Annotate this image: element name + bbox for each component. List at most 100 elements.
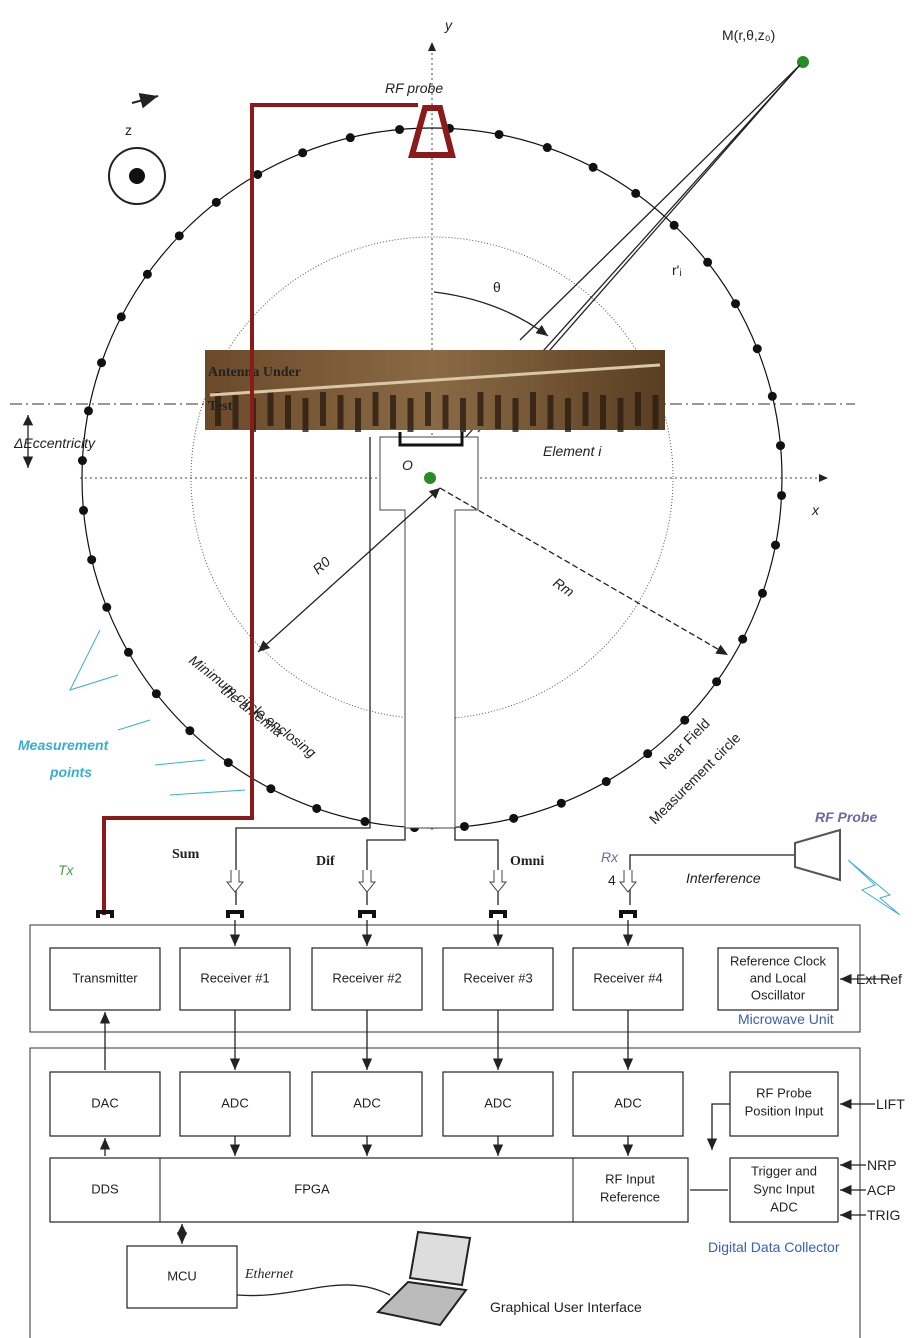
measurement-point [752,344,762,354]
distance-label: r'ᵢ [672,262,682,278]
connector [489,910,507,918]
rf-block [572,947,684,1011]
antenna-element [652,395,659,429]
interference-signal [847,859,901,916]
converter-label: ADC [614,1095,641,1110]
origin-point [424,472,436,484]
rf-probe [408,105,456,158]
measurement-point [211,197,221,207]
measurement-point [77,456,87,466]
digital-blocks: DAC ADC ADC ADC ADC [49,870,684,1156]
measurement-point [174,231,184,241]
y-label: y [444,17,453,33]
ext-ref-label: Ext Ref [856,971,902,987]
rf-block [49,947,161,1011]
antenna-element [495,395,501,429]
measurement-point [83,406,93,416]
antenna-element [372,392,379,426]
ref-clock-block [717,947,839,1011]
trigger-label: ADC [770,1199,797,1214]
ref-clock-label: Oscillator [751,987,806,1002]
probe-pos-label: RF Probe [756,1085,812,1100]
connector [96,910,114,918]
laptop-screen [408,1230,472,1287]
port-arrow [225,870,245,893]
measurement-point [459,821,469,831]
antenna-element [407,398,414,432]
converter-block [49,1071,161,1137]
probe-ref-line [690,1103,730,1191]
connector [358,910,376,918]
feed-structure [379,436,479,829]
converter-label: ADC [221,1095,248,1110]
tx-cable [102,103,418,915]
rx-num: 4 [608,872,616,888]
r0-label: R0 [309,553,333,577]
antenna-element [232,395,239,429]
trigger-label: Sync Input [753,1181,815,1196]
theta-arc [433,291,549,337]
rx-label: Rx [601,849,619,865]
measurement-point [680,715,690,725]
ref-clock-label: Reference Clock [730,953,827,968]
element-bracket [398,432,464,447]
tx-label: Tx [58,862,75,878]
measurement-point [102,602,112,612]
antenna-element [547,395,554,429]
fpga-block [49,1157,689,1223]
measurement-point [185,726,195,736]
antenna-elements [209,363,661,432]
rf-block-label: Receiver #4 [593,970,662,985]
digital-box [29,1047,861,1338]
antenna-element [337,395,344,429]
measurement-point [123,647,133,657]
measurement-point [266,784,276,794]
z-symbol [108,147,166,205]
measurement-point [556,798,566,808]
measurement-point [777,490,787,500]
rf-block-label: Receiver #1 [200,970,269,985]
antenna-element [285,395,291,429]
omni-label: Omni [510,854,544,869]
measurement-point [116,312,126,322]
input-label: NRP [867,1157,897,1173]
measurement-point [542,143,552,153]
z-label: z [125,122,132,138]
antenna-rail [209,363,661,397]
probe-pos-label: Position Input [745,1103,824,1118]
converter-label: DAC [91,1095,118,1110]
ri-line2 [519,64,801,341]
converter-block [572,1071,684,1137]
antenna-label: Antenna Under [208,365,301,380]
antenna-element [215,392,221,426]
converter-label: ADC [484,1095,511,1110]
measurement-point [669,220,679,230]
measurement-pointers [69,629,246,796]
theta-label: θ [493,279,501,295]
rm-label: Rm [550,574,577,600]
z-arrow [131,92,159,109]
measurement-point [97,358,107,368]
trigger-block [729,1157,839,1223]
port-arrow [488,870,508,893]
connector [226,910,244,918]
antenna-element [442,395,449,429]
antenna-element [512,398,519,432]
antenna-element [302,398,309,432]
interference-probe [794,828,841,882]
measurement-point [767,391,777,401]
probe-label: RF probe [385,80,443,96]
measurement-point [151,689,161,699]
r0-line [257,487,441,653]
antenna-element [477,392,484,426]
measurement-point [253,169,263,179]
ethernet-cable [236,1284,391,1297]
microwave-unit: Transmitter Receiver #1 Receiver #2 Receive… [29,910,861,1033]
antenna-element [582,392,589,426]
measurement-point [79,505,89,515]
mcu-block [126,1245,238,1309]
antenna-element [267,392,274,426]
rf-ref-label: RF Input [605,1171,655,1186]
measurement-point [395,125,405,135]
